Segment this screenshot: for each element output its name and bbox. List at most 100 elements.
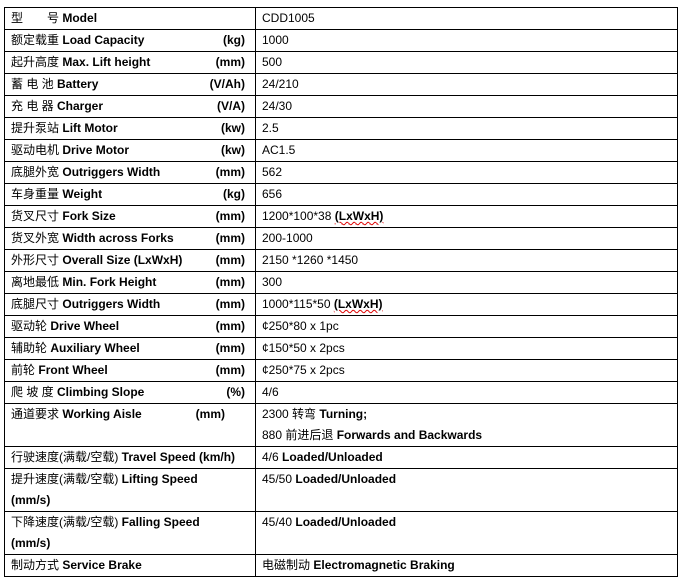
- label-cn: 通道要求: [11, 407, 60, 421]
- label-en: Front Wheel: [38, 363, 108, 377]
- label-en: Charger: [57, 99, 104, 113]
- spec-label: 车身重量 Weight (kg): [4, 183, 256, 206]
- table-row: 驱动轮 Drive Wheel (mm) ¢250*80 x 1pc: [4, 315, 678, 338]
- unit: (mm): [215, 275, 245, 289]
- spec-value: 4/6: [255, 381, 678, 404]
- table-row: 辅助轮 Auxiliary Wheel (mm) ¢150*50 x 2pcs: [4, 337, 678, 360]
- value: 200-1000: [262, 231, 313, 245]
- spec-value: 45/40 Loaded/Unloaded: [255, 511, 678, 555]
- label-en: Fork Size: [62, 209, 116, 223]
- unit: (mm): [195, 407, 225, 421]
- label-en: Drive Wheel: [50, 319, 120, 333]
- table-row: 底腿外宽 Outriggers Width (mm) 562: [4, 161, 678, 184]
- spec-label: 前轮 Front Wheel (mm): [4, 359, 256, 382]
- spec-value: 45/50 Loaded/Unloaded: [255, 468, 678, 512]
- label-en: Min. Fork Height: [62, 275, 157, 289]
- spec-label: 起升高度 Max. Lift height (mm): [4, 51, 256, 74]
- value: 4/6: [262, 450, 279, 464]
- spec-label: 充 电 器 Charger (V/A): [4, 95, 256, 118]
- label-en: Service Brake: [62, 558, 142, 572]
- spec-value: ¢250*75 x 2pcs: [255, 359, 678, 382]
- spec-label: 辅助轮 Auxiliary Wheel (mm): [4, 337, 256, 360]
- label-cn: 提升速度(满载/空载): [11, 472, 119, 486]
- label-cn: 制动方式: [11, 558, 60, 572]
- spec-value: 2150 *1260 *1450: [255, 249, 678, 272]
- value: ¢250*80 x 1pc: [262, 319, 339, 333]
- spec-label: 提升泵站 Lift Motor (kw): [4, 117, 256, 140]
- label-cn: 前轮: [11, 363, 36, 377]
- unit: (mm): [215, 253, 245, 267]
- spec-value: 24/210: [255, 73, 678, 96]
- label-cn: 起升高度: [11, 55, 60, 69]
- spec-label: 驱动轮 Drive Wheel (mm): [4, 315, 256, 338]
- label-en: Drive Motor: [62, 143, 130, 157]
- spec-value: 电磁制动 Electromagnetic Braking: [255, 554, 678, 577]
- table-row: 车身重量 Weight (kg) 656: [4, 183, 678, 206]
- spec-label: 底腿外宽 Outriggers Width (mm): [4, 161, 256, 184]
- spec-value: ¢250*80 x 1pc: [255, 315, 678, 338]
- value-bold: Loaded/Unloaded: [282, 450, 383, 464]
- spec-value: CDD1005: [255, 7, 678, 30]
- value-bold: Electromagnetic Braking: [313, 558, 455, 572]
- table-row: 提升速度(满载/空载) Lifting Speed (mm/s) 45/50 Loa…: [4, 468, 678, 512]
- spec-label: 行驶速度(满载/空载) Travel Speed (km/h): [4, 446, 256, 469]
- label-en: Lifting Speed: [121, 472, 198, 486]
- spec-label: 制动方式 Service Brake: [4, 554, 256, 577]
- unit: (kw): [221, 121, 245, 135]
- value: 45/40: [262, 515, 293, 529]
- spec-value: 200-1000: [255, 227, 678, 250]
- label-cn: 车身重量: [11, 187, 60, 201]
- label-en: Climbing Slope: [57, 385, 145, 399]
- spec-value: 1200*100*38 (LxWxH): [255, 205, 678, 228]
- table-row: 充 电 器 Charger (V/A) 24/30: [4, 95, 678, 118]
- label-cn: 驱动轮: [11, 319, 48, 333]
- value-bold: (LxWxH): [333, 297, 383, 311]
- value: 562: [262, 165, 283, 179]
- table-row: 制动方式 Service Brake 电磁制动 Electromagnetic B…: [4, 554, 678, 577]
- table-row: 外形尺寸 Overall Size (LxWxH) (mm) 2150 *1260 …: [4, 249, 678, 272]
- label-en: Outriggers Width: [62, 297, 161, 311]
- spec-value: 300: [255, 271, 678, 294]
- value: 24/210: [262, 77, 299, 91]
- spec-value: 1000*115*50 (LxWxH): [255, 293, 678, 316]
- spec-label: 蓄 电 池 Battery (V/Ah): [4, 73, 256, 96]
- spec-label: 底腿尺寸 Outriggers Width (mm): [4, 293, 256, 316]
- value: 2.5: [262, 121, 279, 135]
- label-cn: 行驶速度(满载/空载): [11, 450, 119, 464]
- spec-table: 型 号 Model CDD1005 额定载重 Load Capacity (kg) 10…: [4, 7, 678, 577]
- unit: (mm): [215, 165, 245, 179]
- unit: (mm): [215, 297, 245, 311]
- label-en: Overall Size (LxWxH): [62, 253, 183, 267]
- value: ¢250*75 x 2pcs: [262, 363, 345, 377]
- label-en: Load Capacity: [62, 33, 145, 47]
- spec-label: 爬 坡 度 Climbing Slope (%): [4, 381, 256, 404]
- table-row: 底腿尺寸 Outriggers Width (mm) 1000*115*50 (Lx…: [4, 293, 678, 316]
- value: 1000: [262, 33, 289, 47]
- label-cn: 提升泵站: [11, 121, 60, 135]
- spec-label: 外形尺寸 Overall Size (LxWxH) (mm): [4, 249, 256, 272]
- label-en: Lift Motor: [62, 121, 118, 135]
- value: 45/50: [262, 472, 293, 486]
- unit: (mm/s): [11, 493, 51, 507]
- label-cn: 额定载重: [11, 33, 60, 47]
- table-row: 起升高度 Max. Lift height (mm) 500: [4, 51, 678, 74]
- label-en: Working Aisle: [62, 407, 142, 421]
- table-row: 离地最低 Min. Fork Height (mm) 300: [4, 271, 678, 294]
- table-row: 下降速度(满载/空载) Falling Speed (mm/s) 45/40 Loa…: [4, 511, 678, 555]
- value-bold: Turning;: [319, 407, 368, 421]
- table-row: 货叉尺寸 Fork Size (mm) 1200*100*38 (LxWxH): [4, 205, 678, 228]
- spec-label: 型 号 Model: [4, 7, 256, 30]
- value: 880 前进后退: [262, 428, 334, 442]
- table-row: 蓄 电 池 Battery (V/Ah) 24/210: [4, 73, 678, 96]
- unit: (mm): [215, 209, 245, 223]
- spec-value: 500: [255, 51, 678, 74]
- label-en: Max. Lift height: [62, 55, 151, 69]
- table-row: 驱动电机 Drive Motor (kw) AC1.5: [4, 139, 678, 162]
- label-en: Outriggers Width: [62, 165, 161, 179]
- value: 1000*115*50: [262, 297, 334, 311]
- unit: (V/A): [217, 99, 245, 113]
- table-row: 提升泵站 Lift Motor (kw) 2.5: [4, 117, 678, 140]
- spec-value: 1000: [255, 29, 678, 52]
- value: AC1.5: [262, 143, 296, 157]
- spec-value: 2.5: [255, 117, 678, 140]
